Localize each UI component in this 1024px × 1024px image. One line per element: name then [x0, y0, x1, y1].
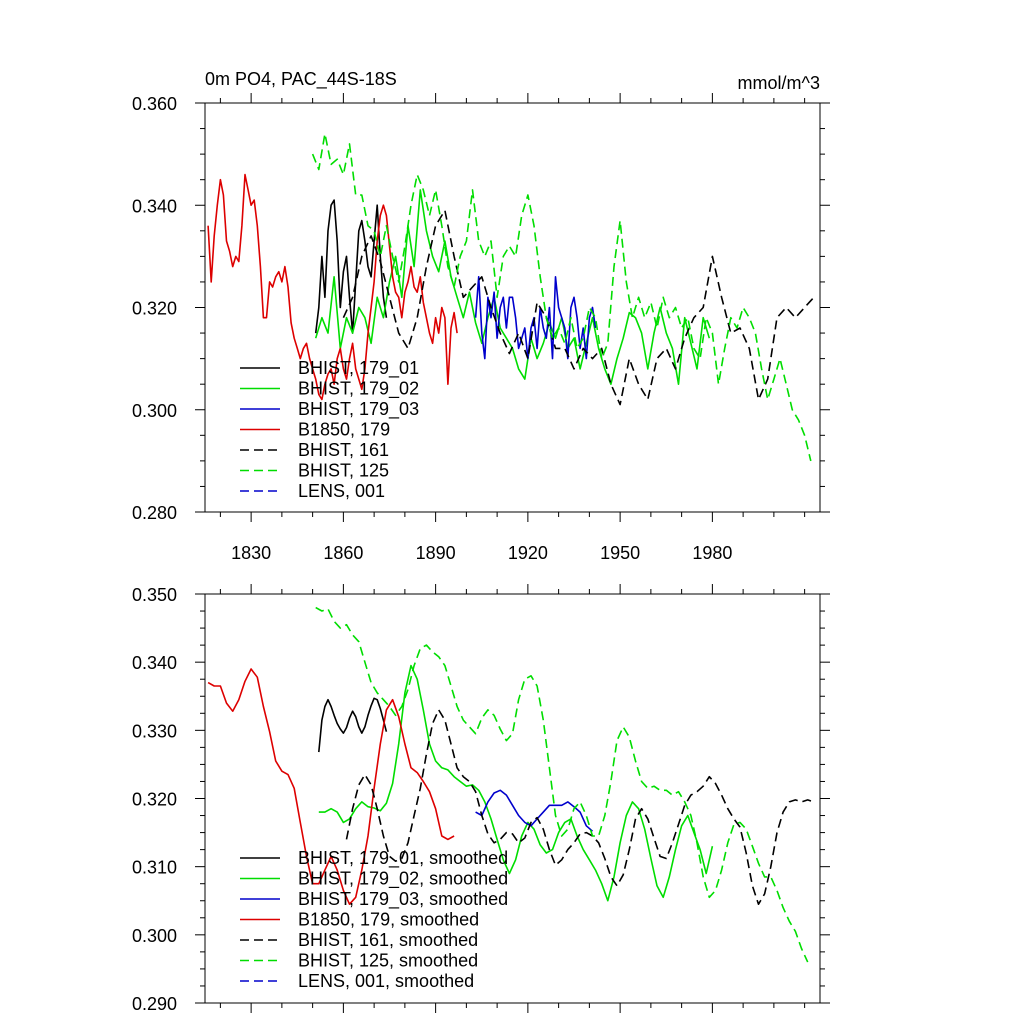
legend-label: BHIST, 179_02, smoothed: [298, 869, 508, 890]
series-line-0: [318, 697, 388, 753]
y-tick-label: 0.360: [132, 94, 177, 114]
legend-label: BHIST, 161: [298, 440, 389, 460]
y-tick-label: 0.320: [132, 299, 177, 319]
legend-label: LENS, 001: [298, 481, 385, 501]
series-line-5: [315, 606, 809, 963]
series-line-2: [475, 789, 594, 832]
series-line-4: [342, 209, 815, 406]
series-line-5: [311, 132, 812, 462]
x-tick-label: 1890: [416, 543, 456, 563]
x-tick-label: 1950: [600, 543, 640, 563]
y-tick-label: 0.320: [132, 790, 177, 810]
y-tick-label: 0.300: [132, 401, 177, 421]
bottom-panel: 0.290 0.300 0.310 0.320 0.330 0.340 0.350 BHIST…: [132, 584, 830, 1014]
units-label: mmol/m^3: [738, 73, 820, 93]
y-tick-label: 0.330: [132, 721, 177, 741]
legend-label: BHIST, 179_02: [298, 379, 419, 400]
x-tick-label: 1860: [323, 543, 363, 563]
legend-label: BHIST, 179_03, smoothed: [298, 889, 508, 910]
x-tick-label: 1830: [231, 543, 271, 563]
y-tick-label: 0.290: [132, 994, 177, 1014]
figure-title: 0m PO4, PAC_44S-18S: [205, 69, 397, 90]
series-line-3: [207, 668, 455, 906]
legend-label: B1850, 179, smoothed: [298, 910, 479, 930]
legend-label: BHIST, 179_01: [298, 358, 419, 379]
y-tick-label: 0.280: [132, 503, 177, 523]
legend-label: B1850, 179: [298, 420, 390, 440]
y-tick-label: 0.340: [132, 196, 177, 216]
series-line-4: [345, 709, 815, 906]
legend-label: BHIST, 179_03: [298, 399, 419, 420]
y-tick-label: 0.340: [132, 653, 177, 673]
y-tick-label: 0.310: [132, 858, 177, 878]
series-group: [207, 132, 815, 462]
legend-label: LENS, 001, smoothed: [298, 971, 474, 991]
series-line-3: [207, 173, 458, 401]
y-tick-label: 0.300: [132, 926, 177, 946]
series-line-1: [318, 664, 714, 902]
y-tick-label: 0.350: [132, 585, 177, 605]
series-line-2: [474, 275, 597, 360]
series-line-1: [314, 189, 711, 386]
series-group: [207, 606, 815, 963]
legend-label: BHIST, 125: [298, 461, 389, 481]
legend-label: BHIST, 161, smoothed: [298, 930, 478, 950]
x-tick-label: 1920: [508, 543, 548, 563]
top-panel: 1830 1860 1890 1920 1950 1980 0.280 0.300 0.320 0…: [132, 93, 830, 563]
legend-label: BHIST, 179_01, smoothed: [298, 848, 508, 869]
x-tick-label: 1980: [692, 543, 732, 563]
legend-label: BHIST, 125, smoothed: [298, 951, 478, 971]
